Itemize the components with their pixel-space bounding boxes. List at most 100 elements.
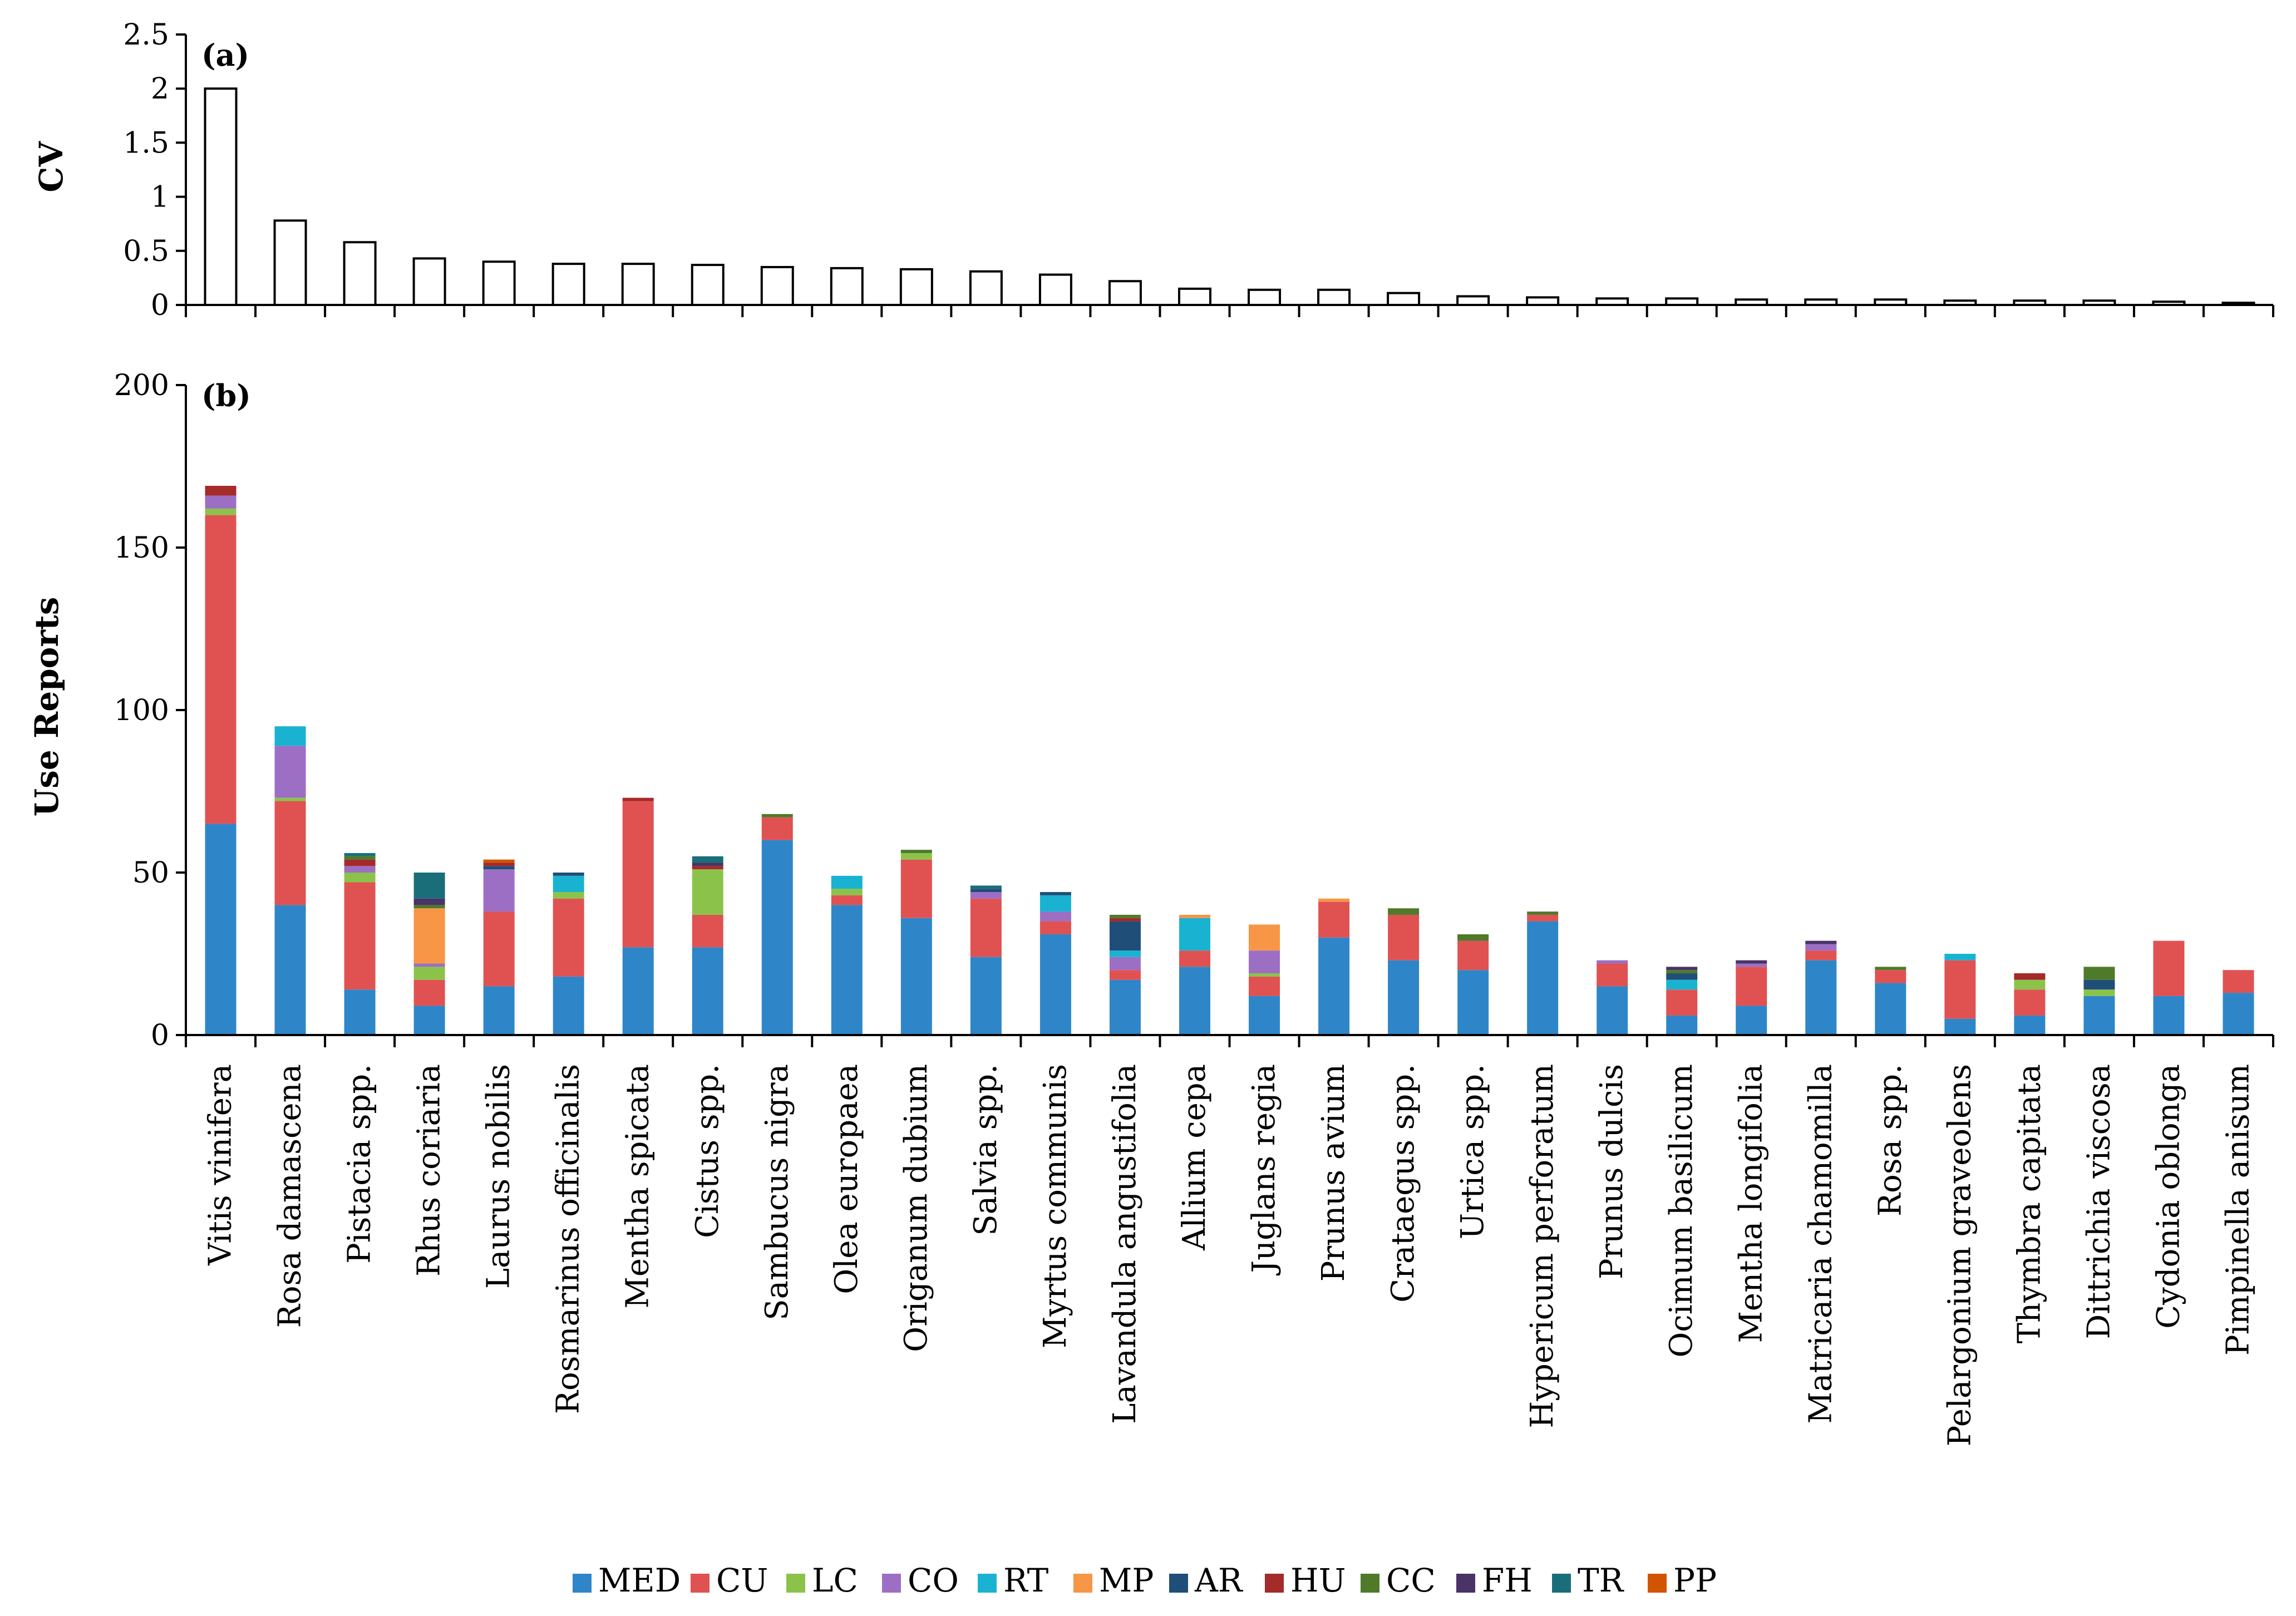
use-reports-y-tick-label: 0: [151, 1019, 169, 1052]
bar-segment-rt: [274, 726, 306, 746]
category-label-rosa-damascena: Rosa damascena: [272, 1064, 308, 1328]
stacked-bar-laurus-nobilis: [483, 859, 515, 1035]
bar-segment-rt: [1109, 950, 1141, 957]
legend-item-mp: MP: [1073, 1561, 1154, 1599]
legend-item-pp: PP: [1648, 1561, 1717, 1599]
bar-segment-mp: [1318, 898, 1350, 902]
stacked-bar-vitis-vinifera: [205, 486, 237, 1035]
legend-item-fh: FH: [1456, 1561, 1533, 1599]
bar-segment-cu: [1875, 970, 1906, 983]
bar-segment-rt: [1666, 979, 1698, 990]
bar-segment-cc: [1527, 912, 1559, 915]
bar-segment-tr: [413, 873, 445, 899]
category-label-lavandula-angustifolia: Lavandula angustifolia: [1107, 1064, 1143, 1424]
bar-segment-co: [1109, 957, 1141, 970]
bar-segment-rt: [553, 875, 584, 893]
bar-segment-cu: [1388, 914, 1420, 960]
use-reports-y-tick-label: 50: [132, 856, 169, 890]
bar-segment-rt: [1944, 954, 1976, 960]
stacked-bar-juglans-regia: [1249, 924, 1280, 1035]
legend-swatch: [1648, 1574, 1667, 1593]
stacked-bar-allium-cepa: [1179, 914, 1210, 1035]
bar-segment-co: [483, 869, 515, 912]
cv-bar-allium-cepa: [1177, 287, 1211, 307]
bar-segment-cu: [1039, 921, 1071, 934]
legend-label: RT: [1003, 1561, 1049, 1599]
stacked-bar-lavandula-angustifolia: [1109, 914, 1141, 1035]
bar-segment-med: [622, 947, 654, 1035]
cv-y-ticks: 0 0.5 1 1.5 2 2.5: [123, 18, 186, 322]
stacked-bar-mentha-longifolia: [1736, 960, 1767, 1035]
bar-segment-cu: [553, 898, 584, 977]
bar-segment-co: [205, 495, 237, 509]
bar-segment-fh: [1666, 967, 1698, 970]
stacked-bar-rosa-damascena: [274, 726, 306, 1035]
legend-label: MP: [1099, 1561, 1154, 1599]
bar-segment-lc: [413, 967, 445, 980]
stacked-bar-dittrichia-viscosa: [2083, 967, 2115, 1035]
use-reports-x-ticks: [185, 1035, 2274, 1047]
bar-segment-med: [1597, 986, 1628, 1035]
bar-segment-cc: [1457, 934, 1489, 941]
category-label-salvia-spp: Salvia spp.: [968, 1064, 1004, 1236]
bar-segment-med: [1875, 983, 1906, 1035]
bar-segment-med: [1318, 937, 1350, 1035]
use-reports-y-tick-label: 200: [114, 369, 169, 402]
cv-bar-crataegus-spp: [1387, 292, 1421, 307]
bar-segment-cu: [1666, 989, 1698, 1016]
bar-segment-mp: [1179, 914, 1210, 918]
bar-segment-lc: [205, 508, 237, 515]
category-label-allium-cepa: Allium cepa: [1176, 1064, 1213, 1251]
cv-bar-salvia-spp: [969, 270, 1003, 306]
bar-segment-cu: [1457, 940, 1489, 970]
cv-bar-hypericum-perforatum: [1526, 296, 1560, 307]
category-label-pelargonium-graveolens: Pelargonium graveolens: [1942, 1064, 1978, 1446]
bar-segment-rt: [1179, 918, 1210, 951]
legend-label: MED: [598, 1561, 681, 1599]
stacked-bar-mentha-spicata: [622, 797, 654, 1035]
bar-segment-tr: [692, 856, 723, 863]
bar-segment-cu: [2014, 989, 2046, 1016]
panel-label-a: (a): [201, 37, 249, 73]
bar-segment-lc: [2014, 979, 2046, 990]
stacked-bar-cydonia-oblonga: [2153, 940, 2185, 1035]
bar-segment-cu: [692, 914, 723, 948]
category-label-cistus-spp: Cistus spp.: [689, 1064, 726, 1238]
bar-segment-med: [2083, 996, 2115, 1035]
cv-y-axis-title: CV: [32, 141, 70, 192]
bar-segment-ar: [483, 866, 515, 870]
stacked-bar-origanum-dubium: [900, 850, 932, 1035]
cv-bar-rosa-damascena: [273, 219, 307, 307]
bar-segment-cu: [1249, 976, 1280, 996]
bar-segment-lc: [274, 797, 306, 801]
bar-segment-cu: [1318, 901, 1350, 938]
legend-swatch: [1169, 1574, 1188, 1593]
legend-item-cu: CU: [691, 1561, 768, 1599]
cv-bar-urtica-spp: [1456, 295, 1490, 306]
category-label-pistacia-spp: Pistacia spp.: [342, 1064, 378, 1264]
bar-segment-med: [2014, 1015, 2046, 1035]
bar-segment-hu: [2014, 973, 2046, 980]
bar-segment-rt: [1039, 895, 1071, 912]
stacked-bar-pimpinella-anisum: [2223, 970, 2254, 1035]
cv-y-tick-label: 1: [151, 181, 169, 214]
bar-segment-med: [205, 824, 237, 1035]
legend-swatch: [786, 1574, 805, 1593]
use-reports-y-axis-title: Use Reports: [28, 597, 66, 817]
bar-segment-tr: [344, 853, 376, 856]
bar-segment-cc: [1666, 970, 1698, 974]
category-label-olea-europaea: Olea europaea: [829, 1064, 865, 1294]
bar-segment-cu: [2223, 970, 2254, 993]
bar-segment-co: [1039, 912, 1071, 922]
bar-segment-co: [1249, 950, 1280, 974]
bar-segment-co: [274, 746, 306, 798]
bar-segment-med: [900, 918, 932, 1035]
bar-segment-cc: [900, 850, 932, 853]
bar-segment-med: [274, 905, 306, 1035]
stacked-bar-prunus-avium: [1318, 898, 1350, 1035]
legend-label: TR: [1578, 1561, 1625, 1599]
bar-segment-cu: [970, 898, 1002, 957]
category-label-origanum-dubium: Origanum dubium: [898, 1064, 934, 1352]
bar-segment-med: [483, 986, 515, 1035]
